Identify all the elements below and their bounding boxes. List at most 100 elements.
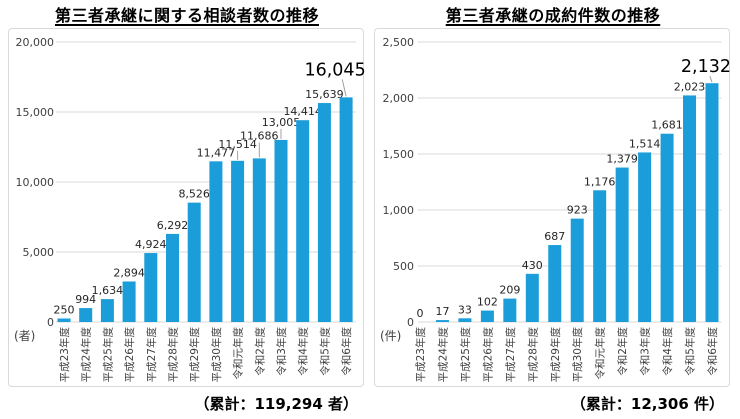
value-label: 994: [75, 293, 96, 306]
bar: [593, 190, 607, 322]
x-category-label: 令和6年度: [706, 327, 719, 376]
x-category-label: 平成23年度: [58, 327, 71, 383]
value-label: 11,477: [197, 146, 236, 159]
x-category-label: 平成27年度: [504, 327, 517, 383]
chart-title-text: 第三者承継に関する相談者数の推移: [54, 6, 319, 25]
y-tick-label: 2,500: [383, 36, 415, 49]
bar: [458, 318, 472, 322]
x-category-label: 平成26年度: [123, 327, 136, 383]
bar: [525, 273, 539, 322]
cumulative-note-consultations: （累計：119,294 者）: [194, 395, 358, 413]
bar: [705, 83, 719, 322]
bar: [683, 95, 697, 322]
value-label: 2,132: [681, 57, 731, 77]
bar: [231, 160, 245, 322]
chart-title-closed-deals: 第三者承継の成約件数の推移: [374, 2, 732, 26]
bar: [122, 281, 136, 322]
x-category-label: 平成27年度: [145, 327, 158, 383]
value-label: 14,414: [283, 105, 322, 118]
bar: [252, 158, 266, 322]
value-label: 11,686: [240, 129, 279, 142]
label-leader-line: [341, 79, 347, 97]
axis-unit-label: (者): [14, 329, 35, 343]
x-category-label: 平成23年度: [414, 327, 427, 383]
x-category-label: 令和3年度: [275, 327, 288, 376]
y-tick-label: 0: [407, 316, 414, 329]
x-category-label: 平成24年度: [80, 327, 93, 383]
value-label: 923: [567, 204, 588, 217]
x-category-label: 令和2年度: [253, 327, 266, 376]
bar: [548, 245, 562, 322]
bar: [503, 298, 517, 322]
x-category-label: 令和2年度: [616, 327, 629, 376]
value-label: 2,023: [674, 80, 706, 93]
y-tick-label: 5,000: [23, 246, 55, 259]
bar: [100, 299, 114, 322]
y-tick-label: 20,000: [16, 36, 55, 49]
chart-title-consultations: 第三者承継に関する相談者数の推移: [8, 2, 366, 26]
bar: [187, 202, 201, 322]
x-category-label: 令和6年度: [340, 327, 353, 376]
value-label: 1,634: [92, 284, 124, 297]
bar: [57, 318, 71, 322]
value-label: 0: [417, 307, 424, 320]
bar: [339, 97, 353, 323]
x-category-label: 平成29年度: [549, 327, 562, 383]
value-label: 4,924: [135, 238, 167, 251]
bar: [480, 310, 494, 322]
value-label: 2,894: [113, 266, 145, 279]
bar: [296, 120, 310, 322]
x-category-label: 令和3年度: [639, 327, 652, 376]
x-category-label: 平成30年度: [210, 327, 223, 383]
bar: [317, 103, 331, 322]
value-label: 250: [54, 304, 75, 317]
x-category-label: 令和5年度: [318, 327, 331, 376]
bar: [209, 161, 223, 322]
bar: [435, 320, 449, 322]
value-label: 33: [458, 303, 472, 316]
value-label: 1,379: [606, 153, 638, 166]
x-category-label: 平成30年度: [571, 327, 584, 383]
value-label: 11,514: [218, 138, 257, 151]
value-label: 430: [522, 259, 543, 272]
bar: [615, 167, 629, 322]
x-category-label: 令和4年度: [297, 327, 310, 376]
x-category-label: 令和元年度: [232, 327, 245, 380]
value-label: 6,292: [157, 219, 189, 232]
x-category-label: 平成26年度: [481, 327, 494, 383]
y-tick-label: 500: [393, 260, 414, 273]
x-category-label: 平成24年度: [436, 327, 449, 383]
value-label: 1,514: [629, 137, 661, 150]
x-category-label: 平成28年度: [526, 327, 539, 383]
value-label: 209: [499, 284, 520, 297]
x-category-label: 平成25年度: [459, 327, 472, 383]
bar: [638, 152, 652, 322]
bar-chart-consultations: 0 5,000 10,000 15,000 20,000 (者) 平成23年度 250 平成24…: [14, 36, 366, 383]
x-category-label: 平成28年度: [167, 327, 180, 383]
x-category-label: 令和元年度: [594, 327, 607, 380]
value-label: 687: [544, 230, 565, 243]
bar: [660, 133, 674, 322]
chart-block-consultations: 第三者承継に関する相談者数の推移 0 5,000 10,000 15,000 20,00…: [8, 0, 366, 419]
y-tick-label: 0: [47, 316, 54, 329]
bar: [166, 233, 179, 322]
y-tick-label: 1,500: [383, 148, 415, 161]
value-label: 16,045: [304, 60, 365, 80]
y-tick-label: 15,000: [16, 106, 55, 119]
value-label: 13,005: [262, 116, 301, 129]
x-category-label: 平成25年度: [101, 327, 114, 383]
bar: [144, 253, 158, 322]
value-label: 1,681: [651, 119, 683, 132]
y-tick-label: 1,000: [383, 204, 415, 217]
x-category-label: 平成29年度: [188, 327, 201, 383]
cumulative-note-closed-deals: （累計：12,306 件）: [570, 395, 724, 413]
y-tick-label: 2,000: [383, 92, 415, 105]
value-label: 102: [477, 296, 498, 309]
value-label: 1,176: [584, 175, 616, 188]
value-label: 17: [435, 305, 449, 318]
x-category-label: 令和5年度: [684, 327, 697, 376]
chart-block-closed-deals: 第三者承継の成約件数の推移 0 500 1,000 1,500 2,000 2,500 (件…: [374, 0, 732, 419]
x-category-label: 令和4年度: [661, 327, 674, 376]
